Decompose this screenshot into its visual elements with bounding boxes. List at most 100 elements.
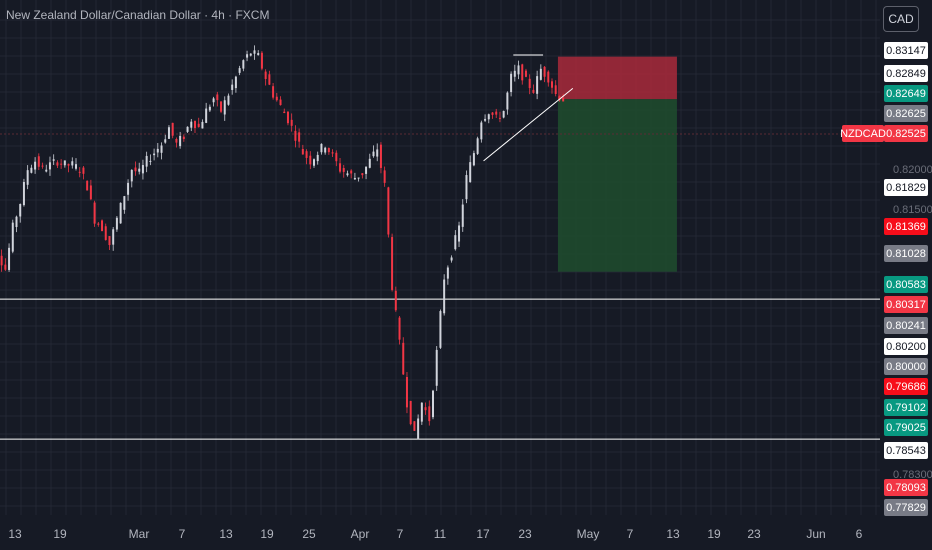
candle-body xyxy=(357,177,360,179)
candle-body xyxy=(52,159,55,161)
grid-lines: 0.82000 0.81500 0.78300 xyxy=(0,0,932,515)
currency-button[interactable]: CAD xyxy=(883,6,919,32)
price-badge: 0.80000 xyxy=(884,358,928,375)
price-badge: 0.82525 xyxy=(884,125,928,142)
candle-body xyxy=(182,136,185,140)
candle-body xyxy=(335,152,338,162)
candle-body xyxy=(171,122,174,136)
candle-body xyxy=(413,421,416,431)
candle-body xyxy=(480,122,483,140)
price-badge: 0.79102 xyxy=(884,399,928,416)
time-tick-label: 23 xyxy=(518,527,532,541)
candle-body xyxy=(409,400,412,425)
price-badge: 0.82625 xyxy=(884,105,928,122)
time-tick-label: 19 xyxy=(707,527,721,541)
candle-body xyxy=(279,99,282,106)
candle-body xyxy=(394,290,397,311)
candle-body xyxy=(331,152,334,154)
candle-body xyxy=(558,96,561,101)
horizontal-levels xyxy=(0,133,880,440)
stop-loss-zone xyxy=(557,56,677,100)
candle-body xyxy=(56,162,59,166)
axis-label: 0.81500 xyxy=(893,204,932,216)
candle-body xyxy=(435,349,438,386)
candle-body xyxy=(89,185,92,200)
candle-body xyxy=(402,342,405,375)
candle-body xyxy=(320,143,323,153)
candle-body xyxy=(190,121,193,128)
time-tick-label: 7 xyxy=(178,527,186,541)
candle-body xyxy=(86,180,89,191)
candle-body xyxy=(502,111,505,118)
candle-body xyxy=(246,54,249,58)
candle-body xyxy=(223,100,226,115)
candle-body xyxy=(112,229,115,245)
candle-body xyxy=(454,235,457,250)
candle-body xyxy=(242,60,245,69)
time-tick-label: 6 xyxy=(855,527,863,541)
candle-body xyxy=(26,170,29,185)
candle-body xyxy=(543,66,546,77)
candle-body xyxy=(465,175,468,200)
candle-body xyxy=(361,173,364,176)
candle-body xyxy=(562,97,565,102)
candle-body xyxy=(164,139,167,143)
candle-body xyxy=(461,204,464,227)
candle-body xyxy=(353,177,356,180)
price-badge: 0.79025 xyxy=(884,419,928,436)
price-badge: 0.81028 xyxy=(884,245,928,262)
candle-body xyxy=(316,154,319,162)
candle-body xyxy=(82,167,85,174)
candle-body xyxy=(417,418,420,439)
candle-body xyxy=(63,160,66,166)
chart-title: New Zealand Dollar/Canadian Dollar · 4h … xyxy=(6,8,270,22)
time-tick-label: 19 xyxy=(53,527,67,541)
candle-body xyxy=(510,73,513,93)
time-tick-label: 23 xyxy=(747,527,761,541)
candle-body xyxy=(0,255,3,266)
time-tick-label: 7 xyxy=(396,527,404,541)
candle-body xyxy=(290,119,293,126)
candle-body xyxy=(313,159,315,166)
candle-body xyxy=(391,237,394,290)
candle-body xyxy=(60,163,63,165)
candle-body xyxy=(324,147,327,153)
candle-body xyxy=(428,406,431,422)
candle-body xyxy=(97,223,100,225)
price-badge: 0.80200 xyxy=(884,338,928,355)
candle-body xyxy=(257,53,260,56)
price-badge: 0.80317 xyxy=(884,296,928,313)
candle-body xyxy=(379,144,382,168)
price-badge: 0.79686 xyxy=(884,378,928,395)
candle-body xyxy=(238,68,241,73)
symbol-price-tag: NZDCAD xyxy=(840,125,886,142)
candle-body xyxy=(19,203,22,217)
candle-body xyxy=(208,106,211,111)
candle-body xyxy=(472,153,475,166)
candle-body xyxy=(253,50,256,54)
candle-body xyxy=(205,108,208,123)
candle-body xyxy=(532,89,535,93)
candle-body xyxy=(48,162,51,170)
candle-body xyxy=(167,127,170,139)
candle-body xyxy=(249,53,252,56)
candle-body xyxy=(201,121,204,129)
candle-body xyxy=(528,78,531,89)
candle-body xyxy=(476,138,479,154)
time-tick-label: 17 xyxy=(476,527,490,541)
candle-body xyxy=(194,120,196,129)
time-tick-label: 13 xyxy=(8,527,22,541)
candle-body xyxy=(339,163,342,172)
candle-body xyxy=(145,155,148,167)
candle-body xyxy=(37,156,40,167)
candle-body xyxy=(260,52,263,69)
candle-body xyxy=(141,165,144,174)
time-tick-label: Mar xyxy=(128,527,150,541)
candle-body xyxy=(539,68,542,80)
candle-body xyxy=(513,70,516,77)
trend-line xyxy=(483,87,574,162)
candle-body xyxy=(376,149,379,157)
candle-body xyxy=(78,171,81,173)
